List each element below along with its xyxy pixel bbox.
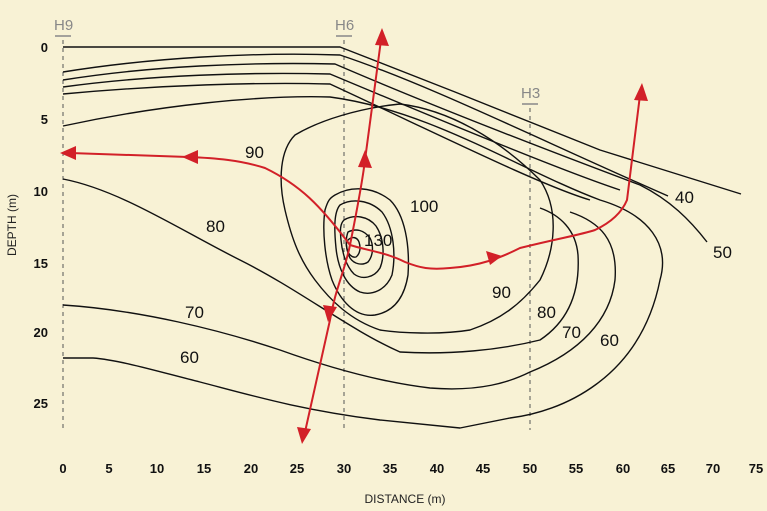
arrowhead-right-end: [634, 83, 648, 101]
contour-label-80-left: 80: [206, 217, 225, 236]
borehole-h6-label: H6: [335, 17, 354, 34]
y-axis-title: DEPTH (m): [5, 194, 19, 256]
x-tick-0: 0: [59, 461, 66, 476]
x-tick-75: 75: [749, 461, 763, 476]
y-tick-25: 25: [34, 396, 48, 411]
y-tick-20: 20: [34, 325, 48, 340]
contour-60: [62, 96, 664, 429]
y-axis-ticks: 0 5 10 15 20 25: [34, 40, 48, 411]
x-tick-10: 10: [150, 461, 164, 476]
arrowhead-left-end: [60, 146, 76, 160]
contour-40: [62, 53, 669, 197]
contour-lines: [62, 46, 742, 429]
contour-90: [280, 103, 554, 334]
x-tick-45: 45: [476, 461, 490, 476]
y-tick-0: 0: [41, 40, 48, 55]
x-tick-20: 20: [244, 461, 258, 476]
x-tick-70: 70: [706, 461, 720, 476]
arrowhead-up-end: [375, 28, 389, 46]
x-tick-40: 40: [430, 461, 444, 476]
arrowhead-up-mid: [358, 150, 372, 168]
contour-label-40: 40: [675, 188, 694, 207]
contour-70: [62, 211, 616, 390]
y-tick-10: 10: [34, 184, 48, 199]
flow-path-down: [304, 244, 351, 433]
flow-path-left: [69, 152, 351, 246]
arrowhead-down-mid: [323, 305, 337, 322]
x-tick-60: 60: [616, 461, 630, 476]
contour-100: [323, 188, 410, 316]
contour-label-90-right: 90: [492, 283, 511, 302]
x-tick-5: 5: [105, 461, 112, 476]
contour-label-130: 130: [364, 231, 392, 250]
x-tick-65: 65: [661, 461, 675, 476]
contour-label-50: 50: [713, 243, 732, 262]
x-axis-ticks: 0 5 10 15 20 25 30 35 40 45 50 55 60 65 …: [59, 461, 763, 476]
arrowhead-down-end: [297, 427, 311, 444]
borehole-h9-label: H9: [54, 17, 73, 34]
x-axis-title: DISTANCE (m): [364, 492, 445, 506]
arrowhead-left-mid: [182, 150, 198, 164]
contour-label-90-left: 90: [245, 143, 264, 162]
contour-label-60-right: 60: [600, 331, 619, 350]
contour-label-70-right: 70: [562, 323, 581, 342]
contour-80: [62, 178, 579, 354]
contour-surface: [63, 46, 742, 195]
contour-50-top: [62, 62, 708, 243]
y-tick-5: 5: [41, 112, 48, 127]
x-tick-55: 55: [569, 461, 583, 476]
x-tick-30: 30: [337, 461, 351, 476]
contour-a: [62, 72, 621, 191]
y-tick-15: 15: [34, 256, 48, 271]
contour-label-70-left: 70: [185, 303, 204, 322]
x-tick-50: 50: [523, 461, 537, 476]
contour-label-80-right: 80: [537, 303, 556, 322]
x-tick-35: 35: [383, 461, 397, 476]
contour-110: [334, 200, 395, 294]
x-tick-25: 25: [290, 461, 304, 476]
contour-b: [62, 82, 591, 201]
contour-130: [345, 236, 361, 258]
boreholes: H9 H6 H3: [54, 17, 540, 430]
contour-120: [339, 215, 384, 279]
arrowhead-right-mid: [486, 251, 502, 265]
contour-labels: 100 130 90 80 70 60 90 80 70 60 40 50: [180, 143, 732, 367]
flow-arrows: [60, 28, 648, 444]
x-tick-15: 15: [197, 461, 211, 476]
borehole-h3-label: H3: [521, 85, 540, 102]
flow-path-up: [349, 39, 382, 246]
contour-label-100: 100: [410, 197, 438, 216]
contour-label-60-left: 60: [180, 348, 199, 367]
